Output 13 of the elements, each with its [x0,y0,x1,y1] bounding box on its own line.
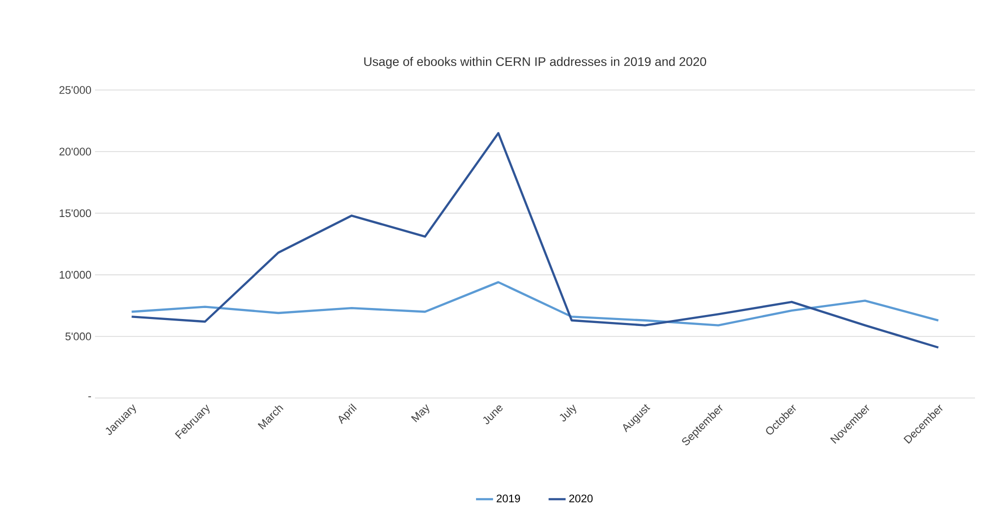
y-tick-label: 25'000 [59,86,92,94]
x-tick-label: July [560,404,576,422]
legend-label: 2019 [496,494,520,502]
y-tick-label: - [88,396,91,398]
chart-title: Usage of ebooks within CERN IP addresses in 2019 and 2020 [364,56,706,68]
y-tick-label: 5'000 [65,332,92,340]
x-tick-label: May [411,404,430,422]
line-series [130,281,940,326]
y-tick-label: 20'000 [59,148,92,156]
y-tick-label: 15'000 [60,209,92,218]
legend-label: 2020 [569,494,593,502]
line-series [130,132,940,349]
y-tick-label: 10'000 [60,270,92,279]
